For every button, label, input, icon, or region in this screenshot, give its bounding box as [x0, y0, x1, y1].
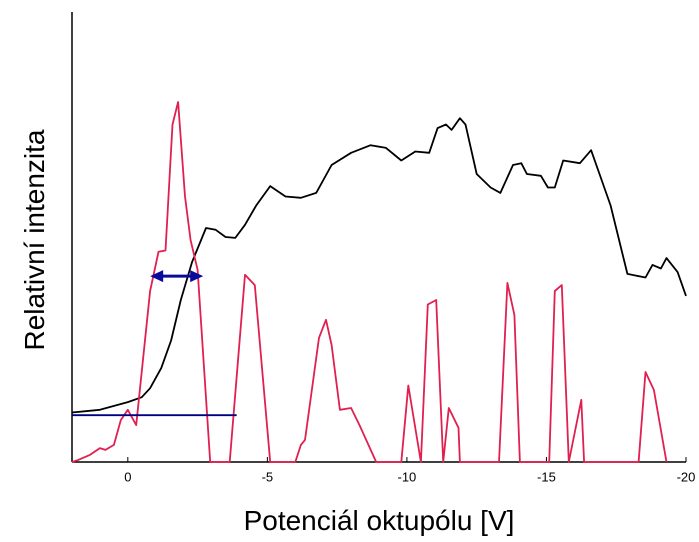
arrow-head	[150, 270, 164, 283]
x-tick-label: -15	[537, 469, 556, 484]
y-axis-label: Relativní intenzita	[19, 129, 50, 350]
data-line	[71, 117, 687, 414]
arrow-head	[190, 270, 204, 283]
x-tick-label: 0	[124, 469, 131, 484]
x-tick-label: -10	[398, 469, 417, 484]
x-tick-label: -5	[262, 469, 274, 484]
x-axis-label: Potenciál oktupólu [V]	[244, 505, 515, 536]
data-line	[71, 101, 668, 463]
x-tick-label: -20	[677, 469, 696, 484]
